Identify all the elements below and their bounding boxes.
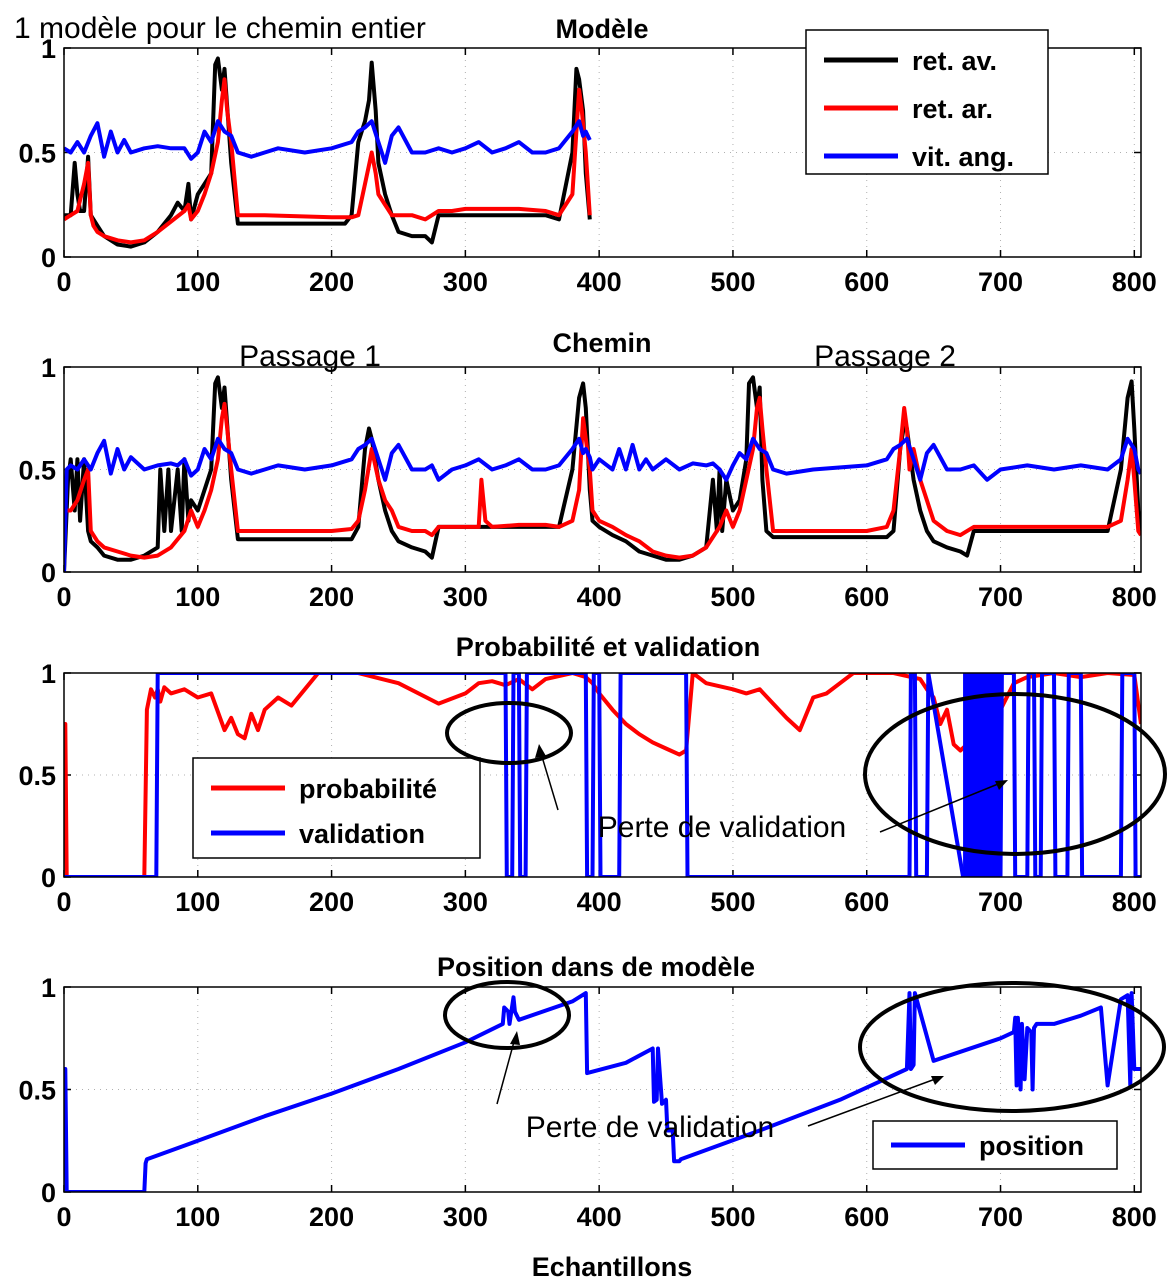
panel-4: Position dans de modèle 0 100 200 300 400 500 6… [18, 952, 1164, 1232]
x-tick-label: 800 [1112, 887, 1157, 917]
x-tick-label: 100 [175, 1202, 220, 1232]
legend: probabilité validation [193, 758, 480, 858]
x-tick-label: 100 [175, 887, 220, 917]
x-tick-label: 700 [978, 887, 1023, 917]
x-tick-label: 0 [56, 887, 71, 917]
x-tick-label: 0 [56, 582, 71, 612]
y-tick-label: 0 [41, 558, 56, 588]
y-tick-label: 1 [41, 353, 56, 383]
panel-title: Probabilité et validation [456, 632, 761, 662]
x-tick-label: 0 [56, 1202, 71, 1232]
legend-label: ret. ar. [912, 94, 993, 124]
panel-title: Chemin [552, 328, 651, 358]
x-tick-label: 100 [175, 267, 220, 297]
x-tick-label: 600 [844, 267, 889, 297]
y-tick-label: 0.5 [18, 139, 56, 169]
x-tick-label: 500 [710, 582, 755, 612]
x-tick-label: 500 [710, 267, 755, 297]
annotation-text: Perte de validation [526, 1111, 775, 1144]
x-tick-label: 800 [1112, 267, 1157, 297]
panel-title: Modèle [555, 14, 648, 44]
panel-2: Chemin 0 100 200 300 400 500 600 700 800 0 0.5 1 Pass… [18, 328, 1156, 612]
x-tick-label: 600 [844, 887, 889, 917]
x-tick-label: 400 [577, 582, 622, 612]
figure-caption: 1 modèle pour le chemin entier [14, 12, 426, 45]
panel-1: Modèle 0 100 200 300 400 500 600 700 800 0 0.5 1 ret.… [18, 14, 1156, 297]
x-tick-label: 300 [443, 582, 488, 612]
x-axis-label: Echantillons [532, 1252, 693, 1281]
x-tick-label: 800 [1112, 1202, 1157, 1232]
x-tick-label: 200 [309, 1202, 354, 1232]
legend: position [873, 1121, 1117, 1169]
legend-label: position [979, 1131, 1084, 1161]
panel-3: Probabilité et validation 0 100 200 300 400 50… [18, 632, 1165, 917]
validation-oscillation-block [963, 673, 1000, 877]
annotation-text: Perte de validation [598, 811, 847, 844]
legend: ret. av. ret. ar. vit. ang. [806, 30, 1048, 174]
passage-label: Passage 1 [239, 340, 381, 373]
y-tick-label: 1 [41, 973, 56, 1003]
x-tick-label: 300 [443, 1202, 488, 1232]
y-tick-label: 0.5 [18, 456, 56, 486]
panel-title: Position dans de modèle [437, 952, 755, 982]
x-tick-label: 400 [577, 1202, 622, 1232]
x-tick-label: 300 [443, 267, 488, 297]
x-tick-label: 0 [56, 267, 71, 297]
legend-label: vit. ang. [912, 142, 1014, 172]
y-tick-label: 0 [41, 863, 56, 893]
y-tick-label: 1 [41, 34, 56, 64]
x-tick-label: 100 [175, 582, 220, 612]
x-tick-label: 300 [443, 887, 488, 917]
x-tick-label: 400 [577, 267, 622, 297]
x-tick-label: 600 [844, 1202, 889, 1232]
y-tick-label: 0.5 [18, 761, 56, 791]
x-tick-label: 200 [309, 582, 354, 612]
x-tick-label: 500 [710, 887, 755, 917]
passage-label: Passage 2 [814, 340, 956, 373]
annotation: Passage 1 [239, 340, 381, 373]
y-tick-label: 0.5 [18, 1076, 56, 1106]
annotation: Passage 2 [814, 340, 956, 373]
x-tick-label: 600 [844, 582, 889, 612]
x-tick-label: 200 [309, 887, 354, 917]
legend-label: validation [299, 819, 425, 849]
x-tick-label: 700 [978, 267, 1023, 297]
x-tick-label: 500 [710, 1202, 755, 1232]
x-tick-label: 700 [978, 582, 1023, 612]
x-tick-label: 400 [577, 887, 622, 917]
x-tick-label: 700 [978, 1202, 1023, 1232]
y-tick-label: 0 [41, 1178, 56, 1208]
x-tick-label: 200 [309, 267, 354, 297]
x-tick-label: 800 [1112, 582, 1157, 612]
legend-label: probabilité [299, 774, 437, 804]
legend-label: ret. av. [912, 46, 997, 76]
y-tick-label: 1 [41, 659, 56, 689]
y-tick-label: 0 [41, 243, 56, 273]
